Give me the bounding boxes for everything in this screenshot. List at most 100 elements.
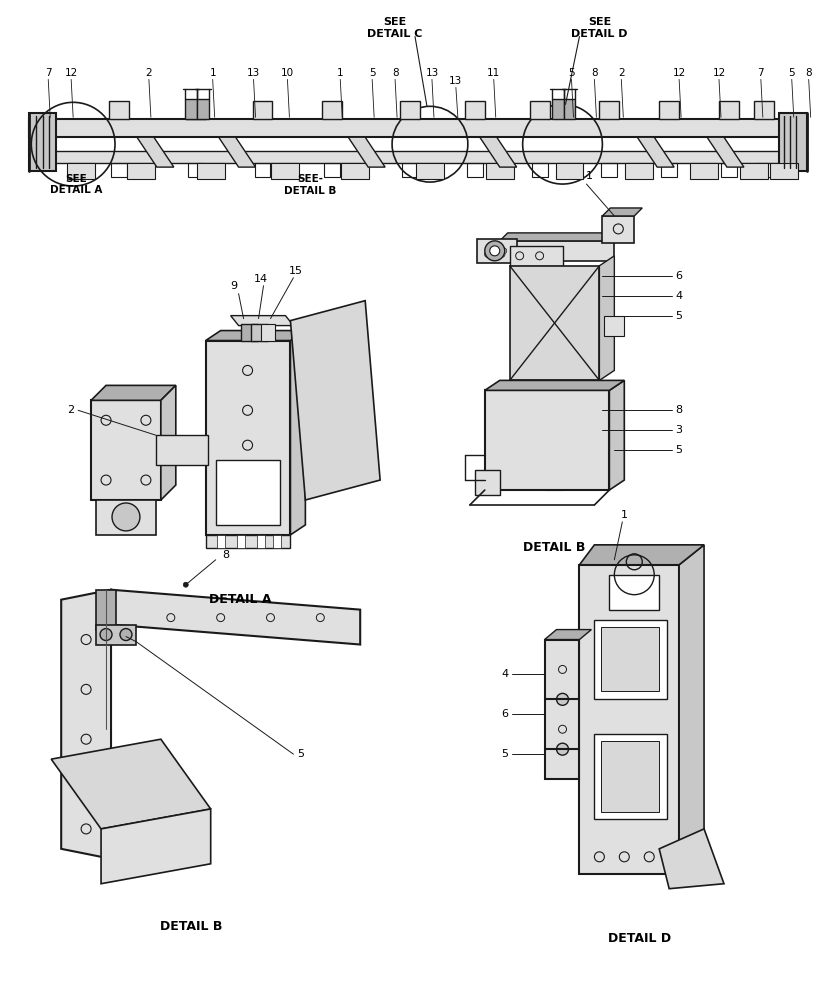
Text: 12: 12 bbox=[64, 68, 78, 78]
Text: 13: 13 bbox=[426, 68, 439, 78]
Polygon shape bbox=[637, 137, 674, 167]
Text: DETAIL D: DETAIL D bbox=[608, 932, 670, 945]
Polygon shape bbox=[251, 324, 268, 341]
Polygon shape bbox=[186, 101, 206, 119]
Polygon shape bbox=[579, 545, 704, 565]
Polygon shape bbox=[323, 101, 342, 119]
Circle shape bbox=[501, 248, 507, 254]
Text: 12: 12 bbox=[672, 68, 686, 78]
Text: SEE: SEE bbox=[65, 174, 87, 184]
Polygon shape bbox=[273, 535, 282, 548]
Polygon shape bbox=[563, 99, 575, 119]
Polygon shape bbox=[719, 101, 739, 119]
Circle shape bbox=[112, 503, 140, 531]
Polygon shape bbox=[241, 324, 257, 341]
Polygon shape bbox=[272, 163, 299, 179]
Polygon shape bbox=[480, 137, 517, 167]
Polygon shape bbox=[290, 331, 305, 535]
Text: 11: 11 bbox=[487, 68, 501, 78]
Polygon shape bbox=[109, 101, 129, 119]
Text: 5: 5 bbox=[568, 68, 575, 78]
Text: 5: 5 bbox=[675, 311, 683, 321]
Polygon shape bbox=[349, 137, 385, 167]
Text: 8: 8 bbox=[805, 68, 812, 78]
Polygon shape bbox=[196, 99, 209, 119]
Polygon shape bbox=[660, 101, 679, 119]
Polygon shape bbox=[91, 400, 161, 500]
Text: DETAIL A: DETAIL A bbox=[50, 185, 102, 195]
Polygon shape bbox=[475, 470, 500, 495]
Text: 5: 5 bbox=[369, 68, 375, 78]
Polygon shape bbox=[485, 390, 609, 490]
Text: 2: 2 bbox=[618, 68, 624, 78]
Polygon shape bbox=[216, 460, 280, 525]
Polygon shape bbox=[486, 163, 513, 179]
Circle shape bbox=[489, 254, 495, 260]
Text: 8: 8 bbox=[591, 68, 598, 78]
Circle shape bbox=[557, 743, 568, 755]
Text: 2: 2 bbox=[145, 68, 152, 78]
Polygon shape bbox=[594, 620, 667, 699]
Text: 2: 2 bbox=[68, 405, 74, 415]
Polygon shape bbox=[660, 829, 724, 889]
Text: 15: 15 bbox=[288, 266, 303, 276]
Polygon shape bbox=[219, 137, 256, 167]
Polygon shape bbox=[161, 385, 176, 500]
Polygon shape bbox=[485, 380, 624, 390]
Polygon shape bbox=[604, 316, 624, 336]
Polygon shape bbox=[127, 163, 155, 179]
Polygon shape bbox=[510, 266, 599, 380]
Circle shape bbox=[120, 629, 132, 641]
Polygon shape bbox=[603, 208, 642, 216]
Polygon shape bbox=[599, 101, 619, 119]
Text: 8: 8 bbox=[675, 405, 683, 415]
Polygon shape bbox=[61, 590, 111, 859]
Polygon shape bbox=[111, 590, 360, 645]
Text: SEE-: SEE- bbox=[298, 174, 324, 184]
Polygon shape bbox=[206, 535, 290, 548]
Polygon shape bbox=[196, 163, 225, 179]
Polygon shape bbox=[252, 101, 273, 119]
Text: SEE: SEE bbox=[588, 17, 611, 27]
Text: 6: 6 bbox=[502, 709, 508, 719]
Polygon shape bbox=[594, 734, 667, 819]
Text: 6: 6 bbox=[675, 271, 683, 281]
Polygon shape bbox=[206, 341, 290, 535]
Polygon shape bbox=[96, 500, 155, 535]
Circle shape bbox=[495, 254, 501, 260]
Circle shape bbox=[100, 629, 112, 641]
Text: 7: 7 bbox=[45, 68, 52, 78]
Polygon shape bbox=[770, 163, 798, 179]
Circle shape bbox=[183, 582, 188, 587]
Text: 7: 7 bbox=[757, 68, 764, 78]
Text: 5: 5 bbox=[675, 445, 683, 455]
Polygon shape bbox=[625, 163, 653, 179]
Polygon shape bbox=[779, 113, 807, 171]
Polygon shape bbox=[579, 565, 679, 874]
Text: DETAIL B: DETAIL B bbox=[284, 186, 337, 196]
Text: 8: 8 bbox=[392, 68, 399, 78]
Text: 4: 4 bbox=[675, 291, 683, 301]
Polygon shape bbox=[217, 535, 225, 548]
Polygon shape bbox=[261, 324, 276, 341]
Text: DETAIL B: DETAIL B bbox=[160, 920, 222, 933]
Polygon shape bbox=[609, 575, 660, 610]
Polygon shape bbox=[67, 163, 95, 179]
Polygon shape bbox=[530, 101, 549, 119]
Polygon shape bbox=[500, 241, 614, 261]
Text: 8: 8 bbox=[222, 550, 229, 560]
Polygon shape bbox=[603, 216, 635, 243]
Polygon shape bbox=[601, 741, 660, 812]
Polygon shape bbox=[29, 113, 56, 171]
Polygon shape bbox=[707, 137, 744, 167]
Polygon shape bbox=[556, 163, 584, 179]
Polygon shape bbox=[740, 163, 767, 179]
Polygon shape bbox=[96, 590, 116, 630]
Polygon shape bbox=[137, 137, 174, 167]
Polygon shape bbox=[101, 809, 211, 884]
Polygon shape bbox=[185, 99, 196, 119]
Polygon shape bbox=[91, 385, 176, 400]
Text: 5: 5 bbox=[502, 749, 508, 759]
Circle shape bbox=[557, 693, 568, 705]
Polygon shape bbox=[341, 163, 370, 179]
